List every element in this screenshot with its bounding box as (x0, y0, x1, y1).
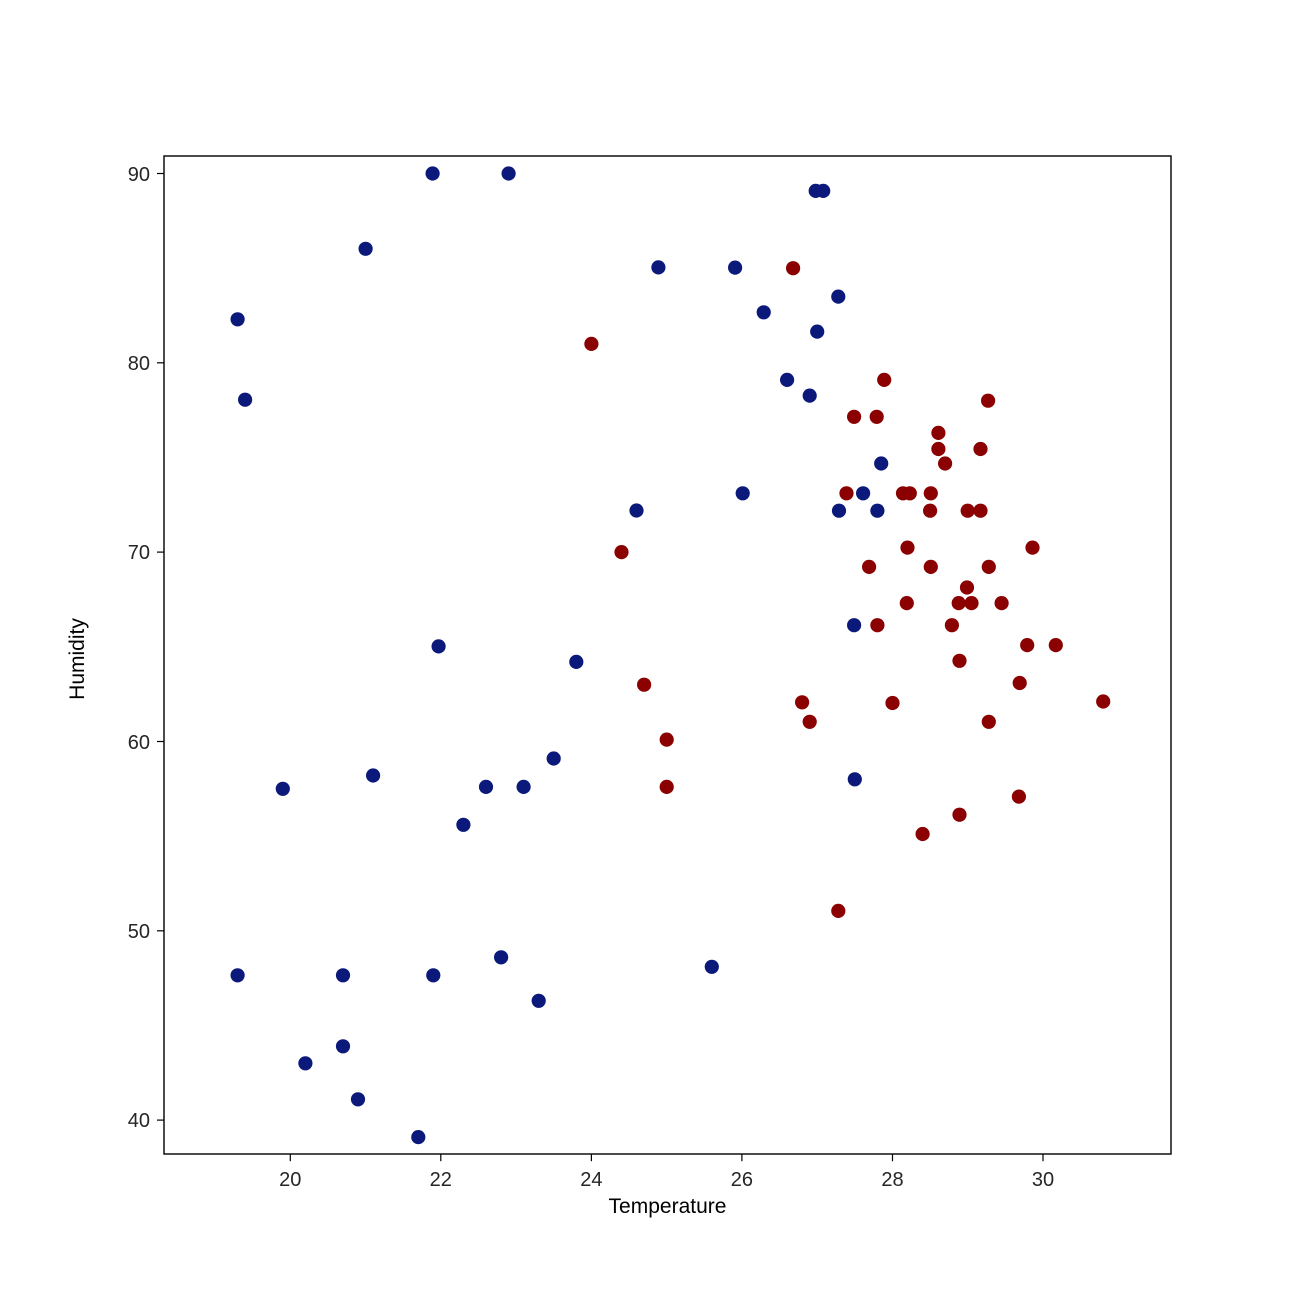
svg-text:90: 90 (128, 164, 150, 186)
svg-text:28: 28 (881, 1169, 903, 1191)
svg-text:80: 80 (128, 353, 150, 375)
svg-text:Temperature: Temperature (609, 1195, 727, 1218)
svg-text:22: 22 (430, 1169, 452, 1191)
svg-text:50: 50 (128, 921, 150, 943)
svg-text:30: 30 (1032, 1169, 1054, 1191)
svg-text:70: 70 (128, 542, 150, 564)
svg-text:20: 20 (279, 1169, 301, 1191)
svg-text:26: 26 (731, 1169, 753, 1191)
svg-text:Humidity: Humidity (66, 618, 89, 700)
svg-text:40: 40 (128, 1110, 150, 1132)
svg-text:60: 60 (128, 732, 150, 754)
svg-text:24: 24 (580, 1169, 602, 1191)
